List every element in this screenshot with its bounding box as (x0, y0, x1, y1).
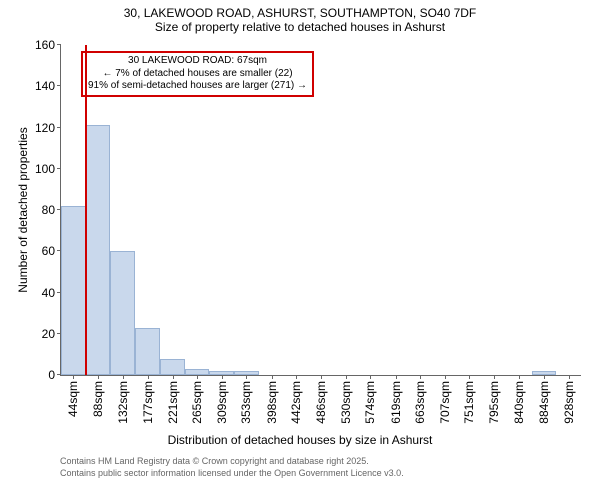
chart-container: 30, LAKEWOOD ROAD, ASHURST, SOUTHAMPTON,… (0, 0, 600, 500)
footer: Contains HM Land Registry data © Crown c… (60, 455, 404, 479)
histogram-bar (61, 206, 86, 375)
histogram-bar (160, 359, 185, 376)
title-line1: 30, LAKEWOOD ROAD, ASHURST, SOUTHAMPTON,… (0, 6, 600, 20)
x-tick-mark (246, 375, 247, 379)
y-tick-label: 0 (48, 368, 61, 382)
x-tick-label: 44sqm (66, 381, 80, 417)
x-tick-label: 530sqm (339, 381, 353, 424)
x-tick-label: 132sqm (116, 381, 130, 424)
x-tick-label: 265sqm (190, 381, 204, 424)
histogram-bar (234, 371, 259, 375)
x-tick-label: 88sqm (91, 381, 105, 417)
title-line2: Size of property relative to detached ho… (0, 20, 600, 34)
x-tick-label: 309sqm (215, 381, 229, 424)
x-tick-mark (544, 375, 545, 379)
x-tick-label: 574sqm (363, 381, 377, 424)
annotation-line3: 91% of semi-detached houses are larger (… (88, 80, 307, 93)
y-tick-label: 20 (42, 327, 61, 341)
x-tick-mark (569, 375, 570, 379)
x-tick-label: 486sqm (314, 381, 328, 424)
histogram-bar (135, 328, 160, 375)
x-tick-mark (73, 375, 74, 379)
histogram-bar (185, 369, 210, 375)
x-tick-mark (222, 375, 223, 379)
x-tick-label: 928sqm (562, 381, 576, 424)
footer-line2: Contains public sector information licen… (60, 467, 404, 479)
x-tick-label: 751sqm (462, 381, 476, 424)
y-tick-mark (57, 85, 61, 86)
x-tick-label: 663sqm (413, 381, 427, 424)
x-tick-label: 442sqm (289, 381, 303, 424)
annotation-line1: 30 LAKEWOOD ROAD: 67sqm (88, 55, 307, 68)
x-tick-label: 707sqm (438, 381, 452, 424)
histogram-bar (110, 251, 135, 375)
x-tick-label: 840sqm (512, 381, 526, 424)
x-tick-label: 221sqm (166, 381, 180, 424)
x-tick-mark (519, 375, 520, 379)
x-tick-mark (173, 375, 174, 379)
y-tick-mark (57, 168, 61, 169)
y-tick-mark (57, 127, 61, 128)
y-tick-label: 40 (42, 286, 61, 300)
x-tick-mark (272, 375, 273, 379)
x-tick-mark (148, 375, 149, 379)
x-tick-mark (370, 375, 371, 379)
x-tick-mark (123, 375, 124, 379)
x-tick-label: 177sqm (141, 381, 155, 424)
x-tick-mark (469, 375, 470, 379)
x-tick-label: 795sqm (487, 381, 501, 424)
histogram-bar (532, 371, 557, 375)
y-tick-label: 140 (35, 79, 61, 93)
y-tick-label: 100 (35, 162, 61, 176)
x-tick-label: 398sqm (265, 381, 279, 424)
x-tick-mark (296, 375, 297, 379)
y-tick-label: 80 (42, 203, 61, 217)
y-tick-label: 160 (35, 38, 61, 52)
x-tick-mark (494, 375, 495, 379)
reference-line (85, 45, 87, 375)
annotation-line2: ← 7% of detached houses are smaller (22) (88, 68, 307, 81)
x-tick-label: 619sqm (389, 381, 403, 424)
chart-title: 30, LAKEWOOD ROAD, ASHURST, SOUTHAMPTON,… (0, 6, 600, 34)
x-tick-mark (321, 375, 322, 379)
x-tick-mark (396, 375, 397, 379)
histogram-bar (86, 125, 111, 375)
x-tick-label: 353sqm (239, 381, 253, 424)
footer-line1: Contains HM Land Registry data © Crown c… (60, 455, 404, 467)
y-tick-label: 120 (35, 121, 61, 135)
annotation-box: 30 LAKEWOOD ROAD: 67sqm ← 7% of detached… (81, 51, 314, 97)
y-axis-label: Number of detached properties (16, 45, 30, 375)
x-tick-mark (98, 375, 99, 379)
histogram-bar (209, 371, 234, 375)
plot-area: 30 LAKEWOOD ROAD: 67sqm ← 7% of detached… (60, 45, 581, 376)
x-tick-mark (445, 375, 446, 379)
x-axis-label: Distribution of detached houses by size … (0, 433, 600, 447)
y-tick-mark (57, 44, 61, 45)
y-tick-label: 60 (42, 244, 61, 258)
x-tick-mark (420, 375, 421, 379)
x-tick-mark (197, 375, 198, 379)
x-tick-mark (346, 375, 347, 379)
x-tick-label: 884sqm (537, 381, 551, 424)
